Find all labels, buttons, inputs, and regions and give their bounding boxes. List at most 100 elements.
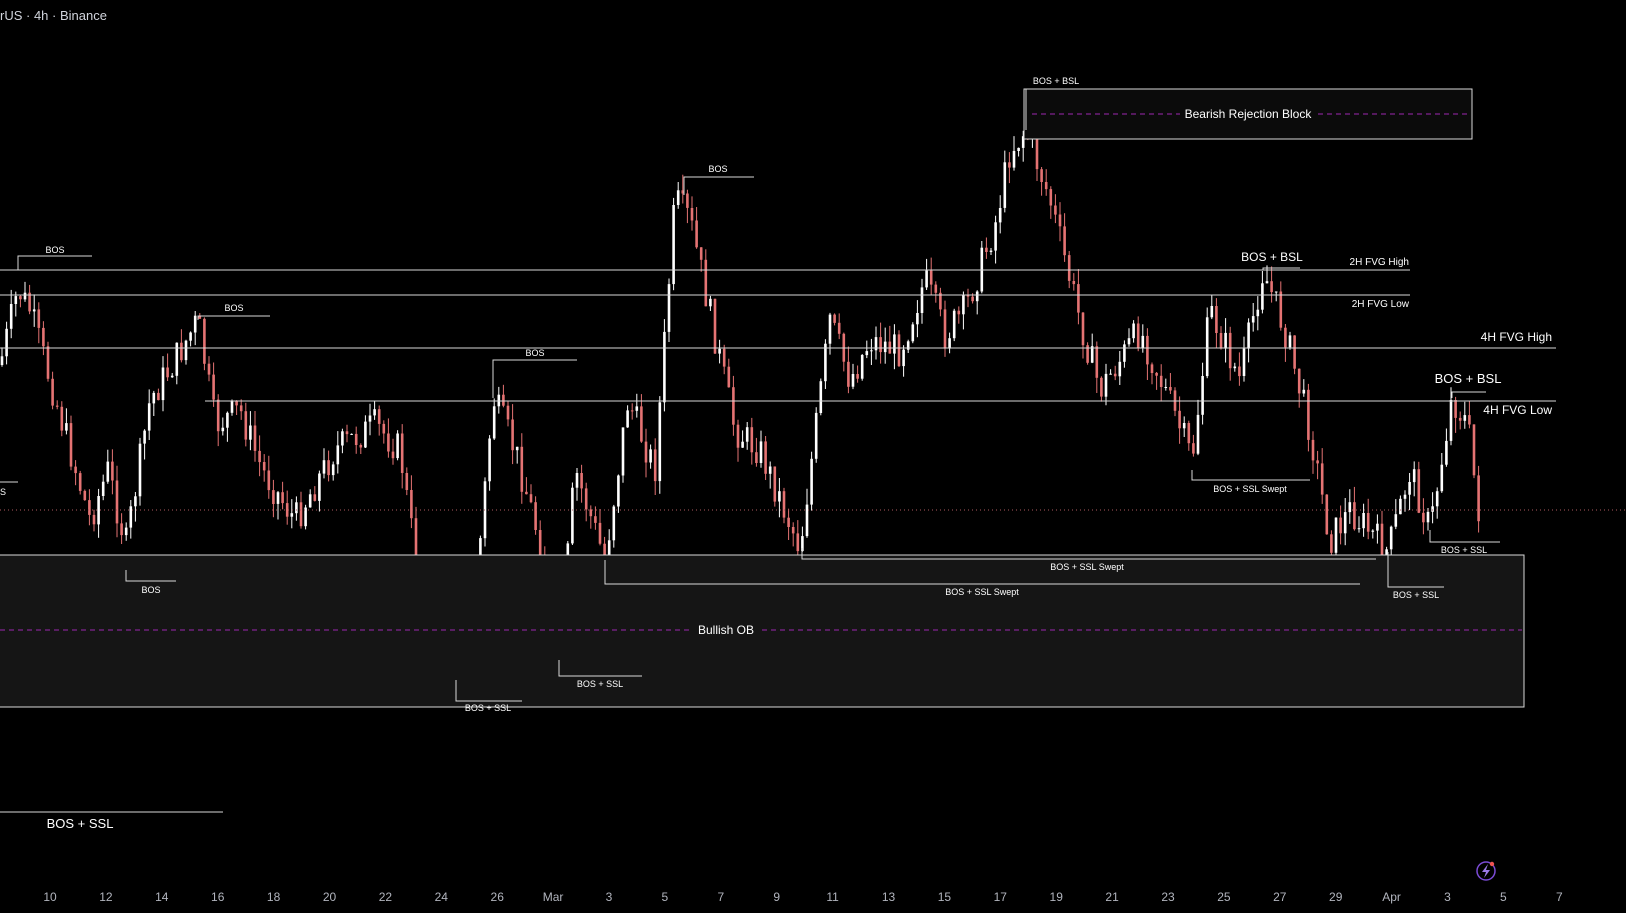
candle-body [607,540,611,559]
x-tick-label: 29 [1329,890,1343,904]
candle-body [65,423,68,431]
candle-body [1187,423,1191,444]
candle-body [939,292,942,310]
candle-body [244,411,248,440]
candle-body [1270,281,1273,293]
x-tick-label: 5 [1500,890,1507,904]
candle-body [368,415,372,422]
candle-body [1146,335,1149,365]
candle-body [1311,439,1315,461]
candle-body [1164,387,1168,388]
candle-body [32,309,36,312]
candle-body [14,296,18,304]
candle-body [525,491,528,495]
candle-body [594,516,597,523]
candle-body [377,409,381,424]
candle-body [759,441,763,463]
candle-body [74,466,77,474]
x-tick-label: Mar [543,890,564,904]
candle-body [46,346,50,379]
label-bos-4: BOS [708,164,727,174]
candle-body [1109,373,1112,375]
candle-body [1431,506,1434,512]
label-ssl-swept-3: BOS + SSL Swept [945,587,1019,597]
candle-body [19,296,22,300]
x-tick-label: 10 [43,890,57,904]
x-tick-label: 23 [1161,890,1175,904]
candle-body [249,425,252,440]
candle-body [943,309,947,349]
candle-body [147,403,151,431]
candle-body [1228,332,1232,369]
candle-body [1035,136,1039,170]
candle-body [911,324,915,342]
candle-body [998,208,1002,223]
candle-body [865,351,869,356]
candle-body [152,392,156,404]
x-tick-label: Apr [1382,890,1401,904]
candle-body [304,507,307,527]
candle-body [966,295,970,297]
candle-body [175,342,179,376]
candle-body [1325,494,1329,535]
candle-body [644,441,648,463]
candle-body [1412,469,1416,483]
candle-body [1215,306,1218,333]
candle-body [138,443,142,497]
x-tick-label: 14 [155,890,169,904]
candle-body [235,400,238,406]
candle-body [580,473,583,489]
candle-body [883,341,887,353]
candle-body [667,284,671,332]
candle-body [1113,373,1117,377]
candle-body [1196,414,1200,454]
candle-body [226,412,229,428]
candle-body [161,367,165,401]
label-ssl-swept-2: BOS + SSL Swept [1050,562,1124,572]
candle-body [0,356,4,365]
candle-body [584,488,588,510]
candle-body [373,409,376,416]
candle-body [906,341,910,350]
candle-body [837,322,841,334]
candle-body [851,374,855,387]
candle-body [833,314,836,323]
candle-body [322,460,326,474]
candle-body [736,424,740,448]
candle-body [571,487,574,544]
x-tick-label: 25 [1217,890,1231,904]
candle-body [929,270,933,285]
candle-body [681,190,685,194]
candle-body [598,522,602,544]
candle-body [203,318,206,364]
candle-body [727,366,731,388]
candle-body [856,374,859,379]
candle-body [1021,136,1025,148]
candle-body [216,399,220,432]
level-2h-fvg-low: 2H FVG Low [1352,299,1410,310]
lightning-icon[interactable] [1476,861,1496,881]
candle-body [396,433,399,459]
candle-body [143,430,146,444]
candle-body [180,342,183,361]
candle-body [83,490,87,501]
candle-body [1178,410,1181,429]
candle-body [1063,226,1066,256]
candle-body [129,506,133,528]
candle-body [341,431,344,446]
x-tick-label: 12 [99,890,113,904]
candle-body [111,461,114,481]
candle-body [115,480,119,524]
candle-body [1417,469,1421,513]
candle-body [124,527,128,536]
candle-body [975,291,979,302]
candle-body [704,259,708,307]
candle-body [1127,338,1131,345]
candle-body [1123,344,1126,362]
candle-body [1399,498,1402,515]
candle-body [1284,327,1287,348]
x-tick-label: 26 [491,890,505,904]
candle-body [515,446,519,451]
candle-body [1086,345,1089,363]
